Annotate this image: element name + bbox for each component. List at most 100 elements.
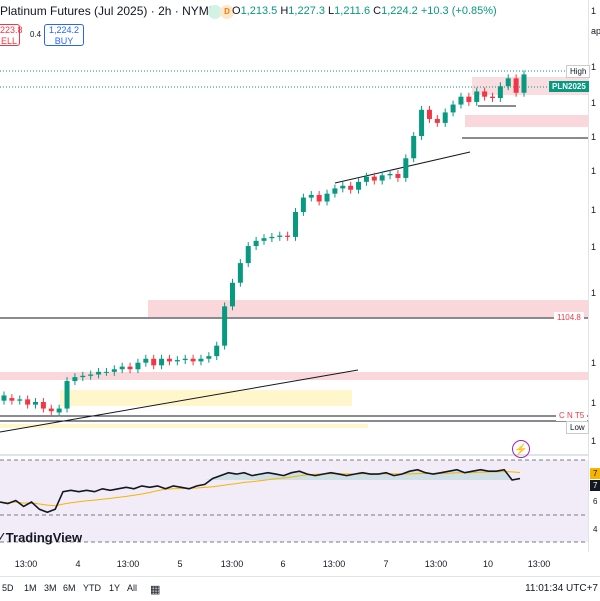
time-label: 13:00	[220, 559, 244, 569]
candle-up	[340, 185, 346, 189]
candle-up	[64, 381, 70, 409]
candle-up	[229, 282, 235, 307]
candle-up	[403, 158, 409, 178]
low-value: 1,211.6	[334, 5, 371, 17]
tradingview-logo[interactable]: ⁄ TradingView	[0, 530, 82, 545]
candle-up	[135, 362, 141, 370]
candle-up	[245, 246, 251, 264]
candle-up	[387, 174, 393, 176]
range-1m-button[interactable]: 1M	[24, 583, 37, 593]
candle-up	[17, 399, 23, 401]
rsi-pane[interactable]	[0, 456, 588, 552]
high-label: H	[280, 5, 289, 17]
candle-up	[277, 235, 283, 237]
candle-up	[103, 371, 109, 373]
candle-up	[363, 176, 369, 182]
range-5d-button[interactable]: 5D	[2, 583, 14, 593]
candle-up	[261, 238, 267, 241]
rsi-band	[0, 460, 588, 542]
change-value: +10.3 (+0.85%)	[420, 5, 497, 17]
range-6m-button[interactable]: 6M	[63, 583, 76, 593]
trendline-lower	[0, 369, 359, 433]
candle-up	[356, 181, 362, 190]
clock[interactable]: 11:01:34 UTC+7	[525, 583, 598, 594]
sell-button[interactable]: 223.8 ELL	[0, 24, 23, 46]
candle-up	[505, 78, 511, 87]
rsi-tag: 7	[590, 480, 600, 491]
cnt-tag: C N T5	[556, 410, 588, 421]
time-label: 4	[75, 559, 81, 569]
date-range-icon[interactable]: ▦	[150, 584, 161, 596]
range-1y-button[interactable]: 1Y	[109, 583, 121, 593]
sell-label: ELL	[0, 36, 17, 46]
candle-down	[9, 398, 15, 401]
axis-label: 1	[591, 205, 597, 215]
rsi-axis-label: 6	[593, 497, 598, 506]
supply-zone-upper	[465, 115, 588, 127]
candle-down	[466, 96, 472, 102]
buy-button[interactable]: 1,224.2 BUY	[44, 24, 84, 46]
candle-up	[111, 369, 117, 372]
candle-up	[214, 345, 220, 357]
sell-price: 223.8	[0, 25, 23, 35]
level-1104-tag: 1104.8	[554, 312, 584, 323]
candle-down	[513, 78, 519, 93]
demand-zone-yellow	[60, 390, 352, 406]
candle-up	[458, 96, 464, 105]
time-label: 13:00	[116, 559, 140, 569]
axis-label-top: ap	[591, 26, 600, 36]
bottom-toolbar: 5D 1M 3M 6M YTD 1Y All ▦ 11:01:34 UTC+7	[0, 576, 600, 601]
market-status-icon[interactable]	[208, 5, 222, 19]
candle-up	[442, 112, 448, 123]
candle-down	[489, 96, 495, 98]
candle-up	[450, 104, 456, 113]
logo-icon: ⁄	[0, 530, 3, 545]
time-label: 13:00	[322, 559, 346, 569]
candle-up	[497, 86, 503, 98]
candle-down	[348, 185, 354, 190]
low-tag: Low	[566, 421, 589, 434]
time-label: 10	[482, 559, 494, 569]
axis-label: 1	[591, 358, 597, 368]
candle-down	[48, 408, 54, 412]
candle-down	[127, 366, 133, 370]
candle-up	[182, 358, 188, 361]
candle-up	[96, 371, 102, 375]
close-label: C	[373, 5, 382, 17]
candle-up	[88, 374, 94, 376]
time-label: 13:00	[14, 559, 38, 569]
candle-down	[285, 235, 291, 237]
candle-up	[293, 212, 299, 237]
candle-down	[426, 109, 432, 119]
support-zone	[0, 372, 588, 380]
axis-label: 1	[591, 132, 597, 142]
axis-label: 1	[591, 436, 597, 446]
candle-down	[40, 402, 46, 409]
candle-up	[33, 402, 39, 405]
axis-label: 1	[591, 166, 597, 176]
alert-icon[interactable]: ⚡	[512, 440, 530, 458]
axis-label: 1	[591, 6, 597, 16]
delayed-data-icon[interactable]: D	[220, 5, 234, 19]
price-chart[interactable]	[0, 0, 588, 552]
candle-up	[253, 240, 259, 247]
candle-down	[190, 358, 196, 362]
candle-down	[316, 194, 322, 202]
time-axis[interactable]: 13:00 4 13:00 5 13:00 6 13:00 7 13:00 10…	[0, 552, 588, 576]
candle-down	[371, 176, 377, 181]
candle-up	[56, 408, 62, 413]
ohlc-values: O1,213.5 H1,227.3 L1,211.6 C1,224.2 +10.…	[232, 5, 497, 17]
symbol-title[interactable]: Platinum Futures (Jul 2025) · 2h · NYMEX	[0, 4, 225, 18]
candle-down	[482, 91, 488, 97]
time-label: 13:00	[424, 559, 448, 569]
high-tag: High	[566, 65, 591, 78]
range-ytd-button[interactable]: YTD	[83, 583, 101, 593]
range-all-button[interactable]: All	[127, 583, 138, 593]
low-label: L	[328, 5, 335, 17]
candle-up	[474, 91, 480, 102]
candle-up	[269, 236, 275, 239]
price-axis[interactable]: ap 1 1 1 1 1 1 1 1 1 1 1	[588, 0, 600, 552]
logo-text: TradingView	[5, 530, 83, 545]
pane-separator[interactable]	[0, 454, 588, 456]
range-3m-button[interactable]: 3M	[44, 583, 57, 593]
